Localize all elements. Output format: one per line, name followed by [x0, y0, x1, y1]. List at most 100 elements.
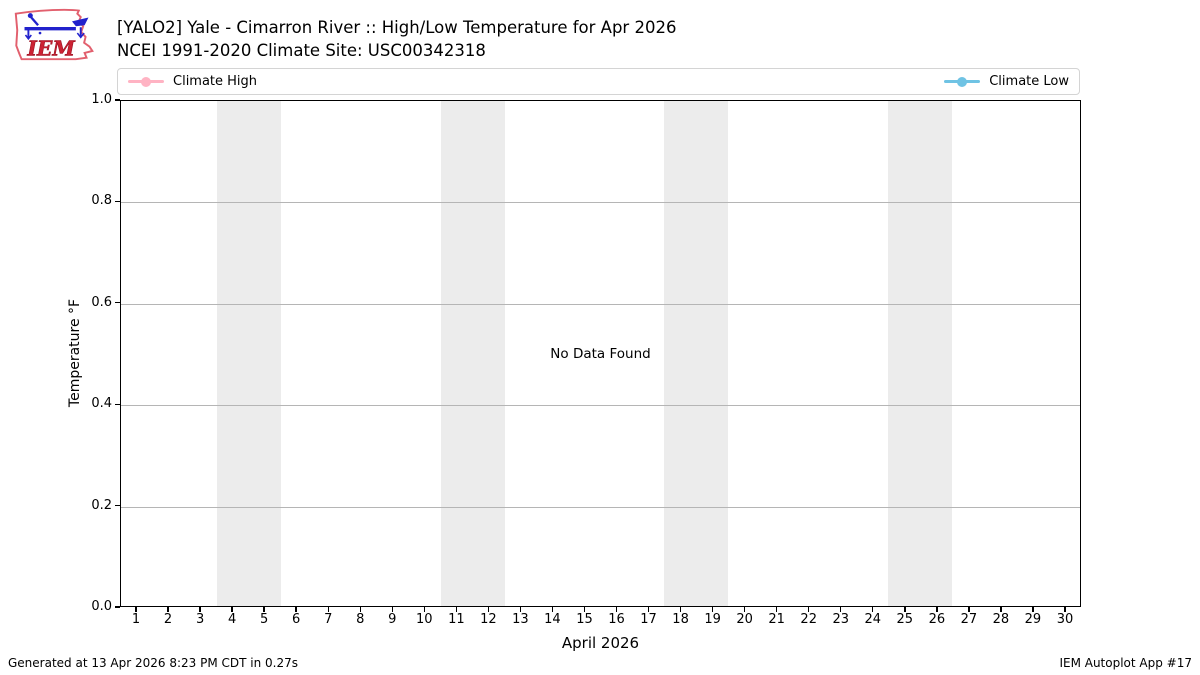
y-tick-label: 0.2: [91, 497, 112, 513]
x-tick-label: 1: [131, 612, 141, 627]
generated-timestamp: Generated at 13 Apr 2026 8:23 PM CDT in …: [8, 656, 299, 670]
x-tick-label: 26: [928, 612, 946, 627]
x-tick-mark: [775, 607, 778, 612]
legend-item-climate-high: Climate High: [128, 74, 257, 89]
weekend-shading: [888, 101, 953, 606]
x-tick-mark: [231, 607, 233, 612]
x-tick-label: 12: [480, 612, 497, 627]
x-tick-mark: [359, 607, 361, 612]
x-tick-label: 3: [195, 612, 205, 627]
y-tick-mark: [115, 504, 120, 507]
x-tick-mark: [519, 607, 522, 612]
x-tick-mark: [647, 607, 650, 612]
climate-low-dot: [957, 76, 968, 87]
chart-subtitle: NCEI 1991-2020 Climate Site: USC00342318: [117, 41, 486, 60]
weather-instrument-icon: [24, 13, 89, 41]
x-tick-label: 22: [800, 612, 817, 627]
x-tick-label: 19: [704, 612, 721, 627]
x-tick-mark: [135, 607, 137, 612]
x-tick-mark: [583, 607, 586, 612]
x-tick-label: 10: [416, 612, 433, 627]
x-tick-mark: [968, 607, 970, 612]
x-tick-mark: [1032, 607, 1034, 612]
x-tick-label: 23: [832, 612, 850, 627]
gridline: [121, 405, 1080, 407]
x-tick-mark: [199, 607, 201, 612]
x-tick-label: 18: [672, 612, 689, 627]
legend: Climate High Climate Low: [117, 68, 1080, 95]
plot-area: No Data Found: [120, 100, 1081, 607]
x-tick-mark: [167, 607, 169, 612]
chart-title: [YALO2] Yale - Cimarron River :: High/Lo…: [117, 18, 677, 37]
x-tick-label: 27: [960, 612, 978, 627]
x-tick-mark: [391, 607, 393, 612]
x-tick-mark: [1000, 607, 1002, 612]
weekend-shading: [664, 101, 729, 606]
x-tick-mark: [327, 607, 329, 612]
x-tick-label: 25: [896, 612, 914, 627]
x-tick-label: 21: [768, 612, 785, 627]
x-axis-label: April 2026: [561, 634, 640, 652]
x-tick-label: 5: [260, 612, 269, 627]
x-tick-label: 17: [640, 612, 657, 627]
x-tick-mark: [904, 607, 906, 612]
y-tick-mark: [115, 606, 120, 608]
x-tick-label: 8: [356, 612, 365, 627]
x-tick-label: 30: [1056, 612, 1074, 627]
x-tick-mark: [423, 607, 425, 612]
x-tick-label: 15: [576, 612, 593, 627]
weekend-shading: [216, 101, 281, 606]
x-tick-label: 7: [324, 612, 333, 627]
x-tick-label: 28: [992, 612, 1010, 627]
x-tick-mark: [1064, 607, 1066, 612]
x-tick-mark: [743, 607, 746, 612]
x-tick-mark: [840, 607, 842, 612]
y-axis-label: Temperature °F: [67, 298, 83, 408]
y-tick-mark: [115, 302, 120, 304]
gridline: [121, 303, 1080, 305]
x-tick-mark: [711, 607, 714, 612]
x-tick-label: 20: [736, 612, 753, 627]
x-tick-mark: [679, 607, 682, 612]
x-tick-mark: [263, 607, 265, 612]
x-tick-label: 24: [864, 612, 882, 627]
y-tick-label: 1.0: [91, 92, 112, 107]
weekend-shading: [440, 101, 505, 606]
x-tick-label: 2: [163, 612, 173, 627]
x-tick-label: 4: [227, 612, 237, 627]
gridline: [121, 506, 1080, 508]
x-tick-mark: [487, 607, 490, 612]
climate-low-marker-icon: [944, 76, 981, 87]
logo-text: IEM: [26, 36, 76, 60]
no-data-message: No Data Found: [550, 345, 651, 362]
climate-high-marker-icon: [128, 76, 164, 87]
x-tick-label: 11: [448, 612, 465, 627]
legend-item-climate-low: Climate Low: [944, 74, 1069, 89]
x-tick-mark: [872, 607, 874, 612]
x-tick-label: 9: [388, 612, 397, 627]
x-tick-label: 16: [608, 612, 625, 627]
x-tick-mark: [455, 607, 458, 612]
x-tick-label: 14: [544, 612, 561, 627]
legend-item-label: Climate Low: [989, 74, 1069, 89]
x-tick-label: 29: [1024, 612, 1042, 627]
app-credit: IEM Autoplot App #17: [1059, 656, 1192, 670]
iem-logo: IEM: [14, 8, 94, 61]
gridline: [121, 202, 1080, 204]
y-tick-mark: [115, 403, 120, 405]
y-tick-label: 0.4: [91, 396, 112, 412]
x-tick-mark: [295, 607, 297, 612]
y-tick-label: 0.6: [91, 294, 112, 310]
climate-high-dot: [141, 76, 151, 87]
x-tick-label: 13: [512, 612, 529, 627]
y-tick-mark: [115, 200, 120, 203]
y-tick-label: 0.0: [91, 599, 112, 614]
x-tick-mark: [551, 607, 554, 612]
legend-item-label: Climate High: [173, 74, 258, 89]
x-tick-mark: [615, 607, 618, 612]
y-tick-label: 0.8: [91, 193, 112, 209]
x-tick-mark: [936, 607, 938, 612]
x-tick-label: 6: [292, 612, 301, 627]
y-tick-mark: [115, 99, 120, 101]
x-tick-mark: [808, 607, 810, 612]
